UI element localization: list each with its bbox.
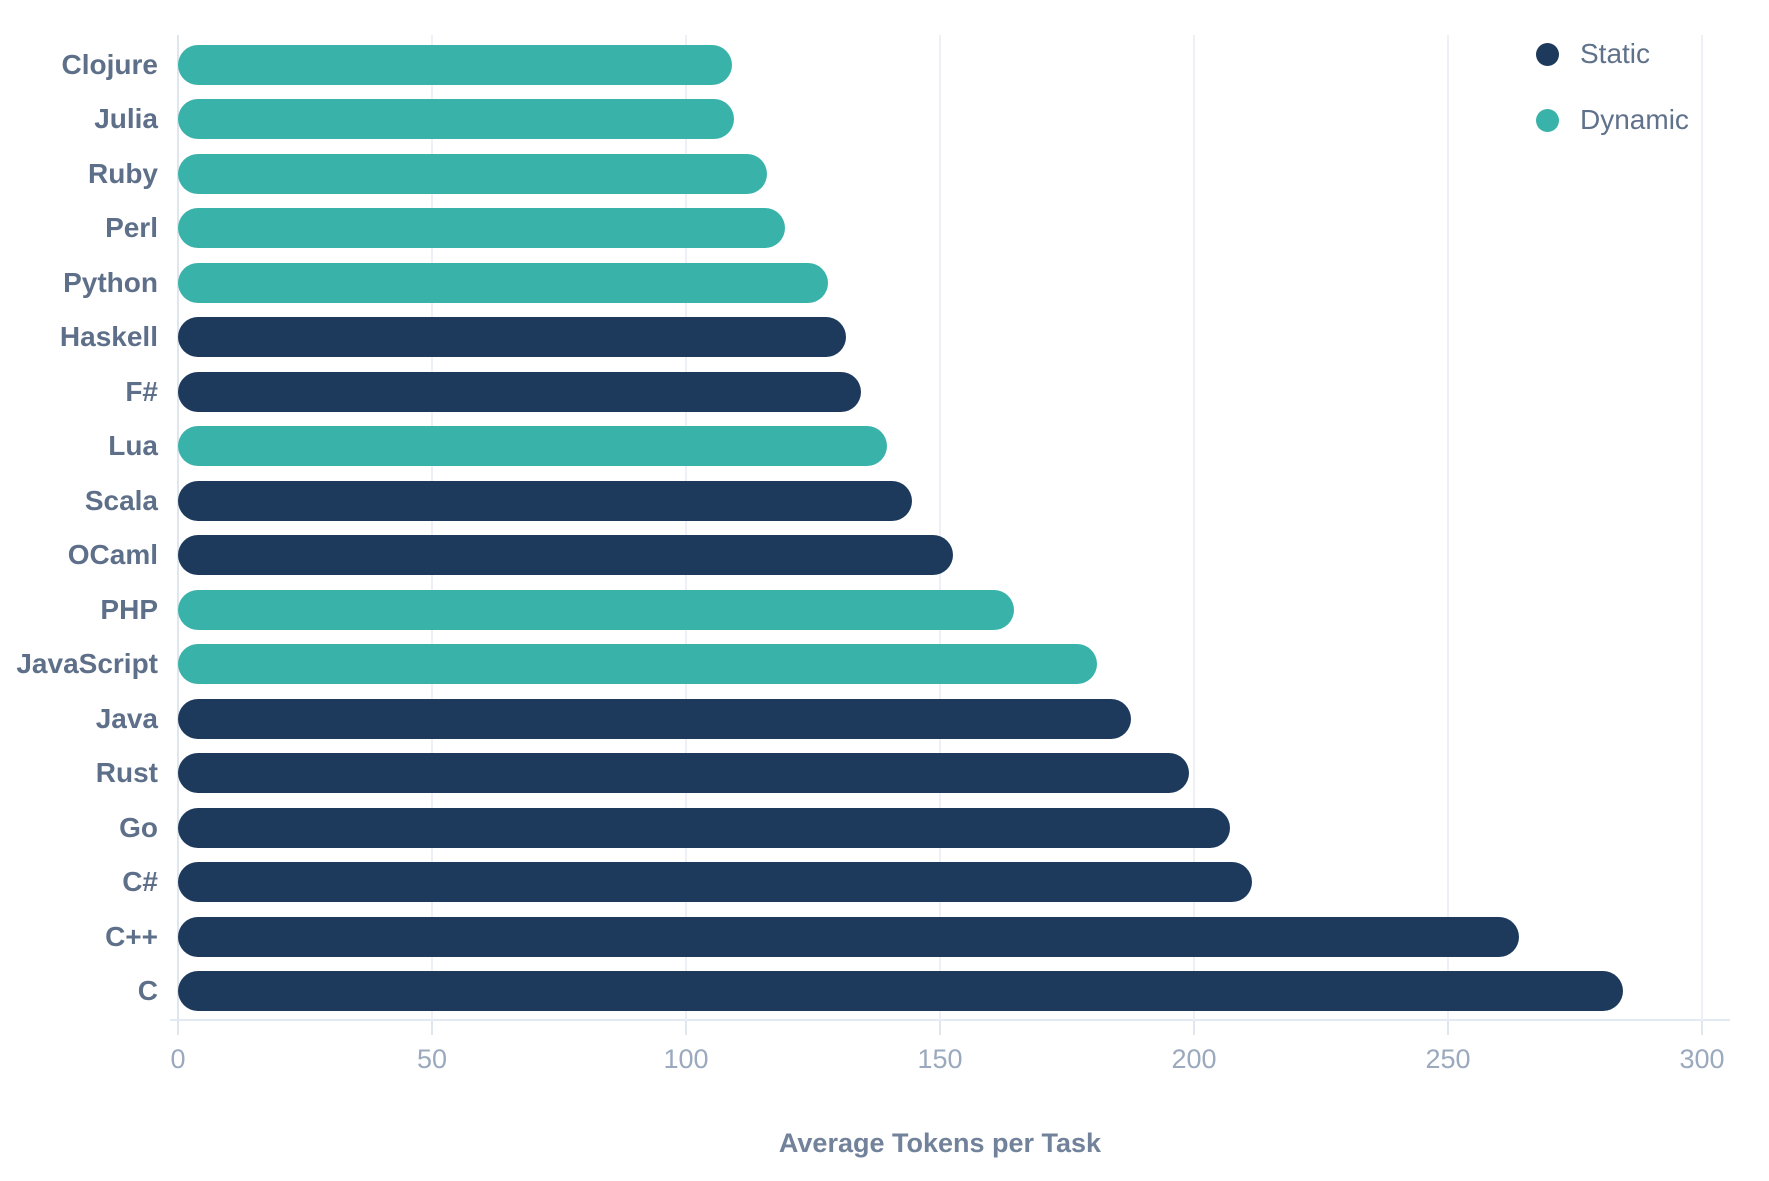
bar-Clojure: [178, 45, 732, 85]
legend-label-dynamic: Dynamic: [1580, 104, 1689, 135]
y-axis-label-PHP: PHP: [100, 593, 158, 625]
bar-C++: [178, 916, 1520, 957]
gridline-200: [1193, 35, 1195, 1020]
y-axis-label-C: C: [137, 974, 158, 1006]
bar-Lua: [178, 426, 887, 467]
bar-Java: [178, 698, 1131, 739]
bar-C: [178, 970, 1624, 1011]
x-axis-tick-300: [1701, 1021, 1703, 1035]
y-axis-label-OCaml: OCaml: [67, 539, 158, 571]
y-axis-label-JavaScript: JavaScript: [16, 648, 158, 680]
y-axis-label-Clojure: Clojure: [61, 49, 158, 80]
x-tick-label-200: 200: [1171, 1044, 1217, 1074]
bar-Scala: [178, 480, 913, 521]
bar-Perl: [178, 208, 786, 249]
gridline-150: [939, 35, 941, 1020]
legend-item-dynamic: Dynamic: [1536, 98, 1689, 142]
bar-Go: [178, 807, 1230, 848]
bar-OCaml: [178, 535, 953, 576]
gridline-100: [685, 35, 687, 1020]
x-axis-tick-200: [1193, 1021, 1195, 1035]
bar-PHP: [178, 589, 1014, 630]
bar-Python: [178, 262, 829, 303]
y-axis-label-Python: Python: [63, 266, 158, 298]
y-axis-label-Go: Go: [119, 811, 158, 843]
legend-item-static: Static: [1536, 32, 1689, 76]
y-axis-label-Haskell: Haskell: [59, 321, 158, 353]
y-axis-label-Rust: Rust: [95, 757, 158, 789]
static-series-dot-icon: [1536, 42, 1559, 66]
x-axis-tick-0: [177, 1021, 179, 1035]
y-axis-label-Julia: Julia: [94, 103, 158, 135]
y-axis-label-C#: C#: [122, 866, 158, 898]
y-axis-label-Perl: Perl: [105, 212, 158, 244]
gridline-50: [431, 35, 433, 1020]
y-axis-label-F#: F#: [125, 375, 158, 407]
bar-Julia: [178, 99, 735, 140]
bar-C#: [178, 862, 1253, 903]
x-tick-label-50: 50: [416, 1044, 448, 1074]
y-axis-label-Scala: Scala: [84, 484, 158, 516]
bar-JavaScript: [178, 644, 1098, 685]
gridline-300: [1701, 35, 1703, 1020]
x-axis-baseline: [170, 1019, 1730, 1021]
x-axis-tick-50: [431, 1021, 433, 1035]
x-axis-tick-100: [685, 1021, 687, 1035]
y-axis-label-Java: Java: [95, 702, 158, 734]
x-tick-label-150: 150: [917, 1044, 963, 1074]
dynamic-series-dot-icon: [1536, 108, 1559, 132]
bar-F#: [178, 371, 862, 412]
bar-Haskell: [178, 317, 847, 358]
x-tick-label-250: 250: [1425, 1044, 1471, 1074]
gridline-0: [177, 35, 179, 1020]
bar-Rust: [178, 753, 1189, 794]
x-axis-tick-150: [939, 1021, 941, 1035]
legend: Static Dynamic: [1536, 32, 1689, 142]
y-axis-label-C++: C++: [105, 920, 158, 952]
gridline-250: [1447, 35, 1449, 1020]
x-tick-label-100: 100: [663, 1044, 709, 1074]
bar-Ruby: [178, 153, 768, 194]
y-axis-label-Ruby: Ruby: [88, 157, 158, 189]
x-tick-label-300: 300: [1679, 1044, 1725, 1074]
legend-label-static: Static: [1580, 38, 1651, 69]
x-axis-title: Average Tokens per Task: [778, 1128, 1102, 1158]
y-axis-label-Lua: Lua: [108, 430, 158, 462]
x-axis-tick-250: [1447, 1021, 1449, 1035]
x-tick-label-0: 0: [170, 1044, 186, 1074]
